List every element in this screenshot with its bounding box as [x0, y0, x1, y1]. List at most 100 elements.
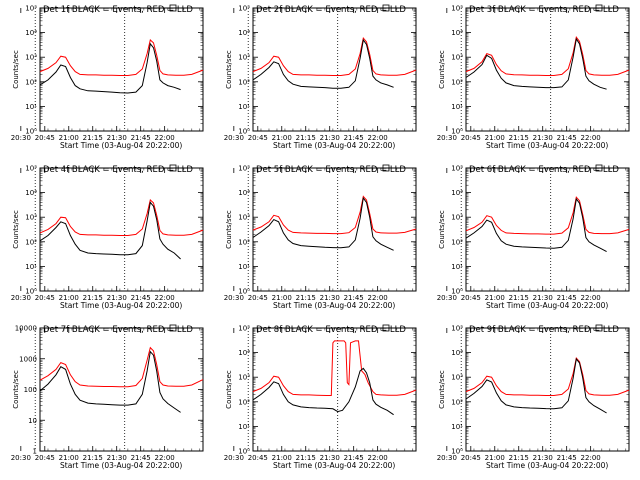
red-lld-series-line	[252, 340, 417, 396]
x-axis-label: Start Time (03-Aug-04 20:22:00)	[273, 301, 395, 310]
y-tick-label: 10⁴	[25, 29, 37, 37]
y-tick-label: 10⁵	[238, 325, 250, 333]
x-tick-label: 21:30	[107, 294, 127, 302]
black-events-series-line	[252, 367, 394, 416]
y-tick-label: 10³	[25, 214, 37, 222]
x-axis-label: Start Time (03-Aug-04 20:22:00)	[486, 141, 608, 150]
x-tick-label: 21:00	[272, 134, 292, 142]
y-axis-label: Counts/sec	[438, 50, 446, 89]
x-tick-label: 21:30	[533, 454, 553, 462]
plot-frame	[39, 7, 204, 132]
y-tick-label: 10¹	[25, 103, 37, 111]
y-tick-label: 10⁰	[451, 448, 463, 456]
y-tick-label: 10²	[238, 78, 250, 86]
x-tick-label: 22:00	[368, 454, 388, 462]
y-tick-label: 10⁵	[238, 165, 250, 173]
y-tick-label: 1	[33, 448, 37, 456]
x-tick-label: 22:00	[581, 294, 601, 302]
x-tick-label: 21:15	[296, 134, 316, 142]
x-tick-label: 20:45	[248, 294, 268, 302]
x-axis-label: Start Time (03-Aug-04 20:22:00)	[486, 461, 608, 470]
x-tick-label: 21:00	[485, 454, 505, 462]
x-tick-label: 22:00	[581, 134, 601, 142]
red-lld-series-line	[465, 196, 630, 235]
x-tick-label: 21:45	[557, 134, 577, 142]
x-tick-label: 21:30	[107, 134, 127, 142]
y-tick-label: 10⁴	[25, 189, 37, 197]
x-tick-label: 21:15	[83, 134, 103, 142]
x-tick-label: 21:15	[509, 454, 529, 462]
y-axis-label: Counts/sec	[12, 210, 20, 249]
chart-title: Det 3f BLACK = Events, RED = LLD	[469, 5, 619, 15]
y-tick-label: 1000	[19, 355, 37, 363]
chart-title: Det 1f BLACK = Events, RED = LLD	[43, 5, 193, 15]
chart-title: Det 4f BLACK = Events, RED = LLD	[43, 165, 193, 175]
black-events-series-line	[39, 42, 181, 94]
red-lld-series-line	[252, 195, 417, 235]
x-axis-label: Start Time (03-Aug-04 20:22:00)	[60, 461, 182, 470]
black-events-series-line	[252, 196, 394, 251]
x-tick-label: 20:45	[461, 134, 481, 142]
x-tick-label: 22:00	[155, 454, 175, 462]
red-lld-series-line	[252, 36, 417, 76]
chart-panel: Det 8f BLACK = Events, RED = LLD 10⁰ 10¹ 10…	[224, 325, 417, 470]
x-axis-label: Start Time (03-Aug-04 20:22:00)	[486, 301, 608, 310]
x-tick-label: 20:45	[461, 294, 481, 302]
y-tick-label: 10⁰	[238, 128, 250, 136]
y-tick-label: 10³	[25, 54, 37, 62]
x-tick-label: 21:45	[131, 454, 151, 462]
chart-title: Det 6f BLACK = Events, RED = LLD	[469, 165, 619, 175]
y-tick-label: 10⁴	[238, 349, 250, 357]
y-axis-label: Counts/sec	[12, 370, 20, 409]
y-tick-label: 10³	[451, 54, 463, 62]
x-tick-label: 20:45	[248, 134, 268, 142]
x-tick-label: 22:00	[155, 294, 175, 302]
chart-panel: Det 1f BLACK = Events, RED = LLD 10⁰ 10¹ 10…	[11, 5, 204, 150]
x-tick-label: 20:30	[11, 134, 31, 142]
x-tick-label: 20:30	[11, 294, 31, 302]
x-tick-label: 20:30	[224, 294, 244, 302]
x-tick-label: 20:30	[437, 134, 457, 142]
y-axis-label: Counts/sec	[225, 50, 233, 89]
y-tick-label: 10¹	[451, 263, 463, 271]
red-lld-series-line	[465, 36, 630, 76]
plot-frame	[465, 7, 630, 132]
x-tick-label: 21:00	[272, 294, 292, 302]
x-tick-label: 21:00	[272, 454, 292, 462]
x-tick-label: 20:30	[224, 134, 244, 142]
chart-title: Det 8f BLACK = Events, RED = LLD	[256, 325, 406, 335]
x-tick-label: 21:15	[83, 294, 103, 302]
red-lld-series-line	[39, 346, 204, 388]
plot-frame	[465, 327, 630, 452]
x-tick-label: 21:45	[344, 294, 364, 302]
x-tick-label: 20:30	[437, 294, 457, 302]
y-tick-label: 10⁴	[238, 189, 250, 197]
x-tick-label: 21:00	[59, 294, 79, 302]
black-events-series-line	[465, 37, 607, 90]
y-tick-label: 10⁵	[238, 5, 250, 13]
x-tick-label: 21:45	[131, 294, 151, 302]
x-tick-label: 21:30	[533, 294, 553, 302]
y-tick-label: 10⁰	[451, 128, 463, 136]
x-tick-label: 21:45	[344, 454, 364, 462]
x-tick-label: 21:15	[296, 294, 316, 302]
y-tick-label: 10³	[238, 214, 250, 222]
y-tick-label: 10³	[238, 54, 250, 62]
y-tick-label: 10⁵	[25, 5, 37, 13]
y-tick-label: 10²	[451, 398, 463, 406]
chart-panel: Det 5f BLACK = Events, RED = LLD 10⁰ 10¹ 10…	[224, 165, 417, 310]
x-axis-label: Start Time (03-Aug-04 20:22:00)	[60, 301, 182, 310]
x-tick-label: 21:45	[344, 134, 364, 142]
chart-panel: Det 7f BLACK = Events, RED = LLD 1 10 100 10…	[11, 325, 204, 470]
chart-title: Det 5f BLACK = Events, RED = LLD	[256, 165, 406, 175]
y-tick-label: 10¹	[238, 263, 250, 271]
black-events-series-line	[39, 201, 181, 260]
y-tick-label: 10⁴	[451, 29, 463, 37]
plot-frame	[39, 327, 204, 452]
y-tick-label: 10⁴	[451, 189, 463, 197]
y-tick-label: 10⁵	[25, 165, 37, 173]
x-axis-label: Start Time (03-Aug-04 20:22:00)	[273, 141, 395, 150]
chart-panel: Det 3f BLACK = Events, RED = LLD 10⁰ 10¹ 10…	[437, 5, 630, 150]
y-tick-label: 10⁴	[238, 29, 250, 37]
x-tick-label: 22:00	[581, 454, 601, 462]
